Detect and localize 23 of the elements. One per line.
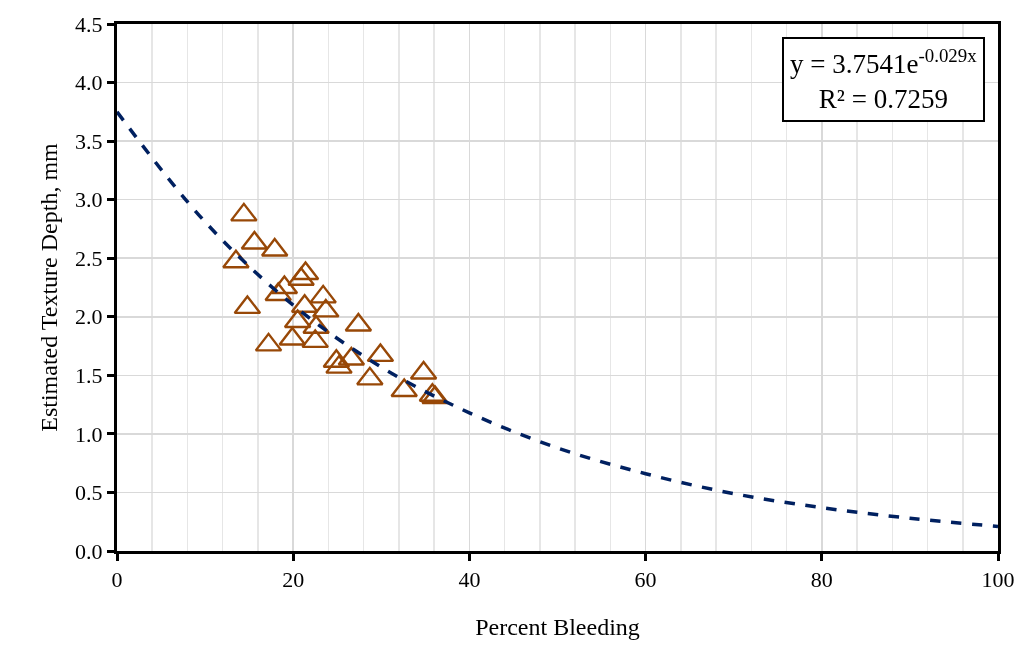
point <box>222 249 250 269</box>
x-tick-label: 20 <box>282 567 305 593</box>
y-tick-label: 0.0 <box>75 538 103 564</box>
annotation: y = 3.7541e$^{-0.029x}$ <box>790 45 978 80</box>
y-tick-label: 4.5 <box>75 11 103 37</box>
y-tick-label: 1.5 <box>75 363 103 389</box>
x-tick-label: 60 <box>634 567 657 593</box>
y-tick-label: 1.0 <box>75 421 103 447</box>
line-series <box>117 110 998 529</box>
x-tick-label: 40 <box>458 567 481 593</box>
y-axis-title: Estimated Texture Depth, mm <box>36 142 62 432</box>
y-tick-label: 4.0 <box>75 70 103 96</box>
x-axis-title: Percent Bleeding <box>475 614 640 640</box>
y-tick-label: 2.0 <box>75 304 103 330</box>
y-tick-label: 0.5 <box>75 480 103 506</box>
point <box>325 354 353 374</box>
x-tick-label: 100 <box>981 567 1015 593</box>
y-tick-label: 2.5 <box>75 245 103 271</box>
x-tick-label: 80 <box>810 567 833 593</box>
x-tick-label: 0 <box>111 567 123 593</box>
y-tick-label: 3.0 <box>75 187 103 213</box>
y-tick-label: 3.5 <box>75 128 103 154</box>
annotation: R² = 0.7259 <box>818 84 948 115</box>
